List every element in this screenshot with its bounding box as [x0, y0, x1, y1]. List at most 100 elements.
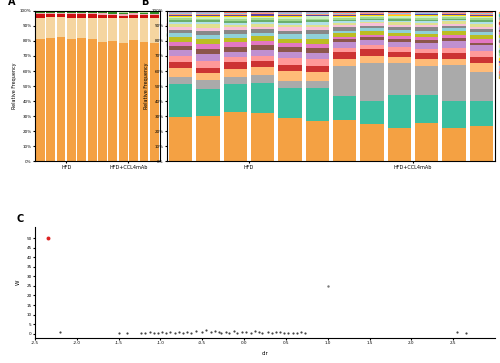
Y-axis label: Relative Frequency: Relative Frequency: [144, 63, 149, 109]
Bar: [140, 18, 148, 42]
Bar: [442, 14, 466, 15]
Bar: [442, 38, 466, 41]
Bar: [360, 11, 384, 12]
Bar: [196, 44, 220, 49]
Bar: [251, 33, 274, 37]
Bar: [196, 20, 220, 22]
Point: [251, 329, 259, 334]
Bar: [130, 15, 138, 17]
Bar: [130, 12, 138, 13]
Bar: [360, 12, 384, 13]
Bar: [224, 57, 247, 62]
Bar: [98, 42, 107, 161]
Bar: [251, 11, 274, 12]
Bar: [333, 23, 356, 25]
Bar: [388, 20, 411, 21]
Bar: [278, 118, 301, 161]
Bar: [224, 84, 247, 113]
Bar: [150, 43, 159, 161]
Bar: [415, 37, 438, 40]
Bar: [415, 27, 438, 31]
Bar: [108, 15, 118, 18]
Bar: [196, 49, 220, 54]
Bar: [196, 61, 220, 68]
Bar: [169, 12, 192, 13]
Bar: [470, 101, 493, 126]
Bar: [46, 38, 55, 161]
Bar: [415, 49, 438, 53]
Bar: [56, 37, 66, 161]
Bar: [415, 20, 438, 21]
Point: [215, 329, 223, 335]
Bar: [470, 42, 493, 45]
Point: [276, 329, 284, 335]
Bar: [388, 15, 411, 16]
Bar: [130, 13, 138, 15]
Bar: [140, 12, 148, 13]
Bar: [333, 37, 356, 40]
Bar: [442, 13, 466, 14]
Bar: [415, 59, 438, 66]
Bar: [140, 42, 148, 161]
Bar: [360, 124, 384, 161]
Bar: [150, 13, 159, 15]
Point: [222, 329, 230, 335]
Bar: [169, 56, 192, 62]
Bar: [251, 83, 274, 113]
Bar: [119, 43, 128, 161]
Bar: [360, 20, 384, 21]
Bar: [224, 27, 247, 30]
Bar: [196, 73, 220, 80]
Point: [272, 330, 280, 335]
Bar: [108, 11, 118, 12]
Point: [247, 330, 255, 336]
Bar: [442, 58, 466, 65]
Bar: [196, 68, 220, 73]
Bar: [169, 17, 192, 18]
Bar: [36, 11, 44, 12]
Bar: [360, 14, 384, 15]
Bar: [169, 37, 192, 42]
Bar: [278, 88, 301, 118]
Bar: [278, 38, 301, 43]
Point: [454, 329, 462, 335]
Bar: [360, 101, 384, 124]
Bar: [196, 89, 220, 116]
Bar: [140, 15, 148, 18]
Bar: [333, 27, 356, 30]
Bar: [119, 12, 128, 13]
Point: [44, 235, 52, 241]
Bar: [333, 25, 356, 27]
Bar: [415, 25, 438, 27]
Point: [150, 330, 158, 336]
Point: [188, 330, 196, 335]
Bar: [333, 48, 356, 52]
Bar: [88, 14, 96, 18]
Bar: [278, 47, 301, 52]
Bar: [278, 58, 301, 65]
Point: [216, 330, 224, 336]
Bar: [140, 11, 148, 12]
Bar: [78, 11, 86, 12]
Bar: [196, 16, 220, 17]
Bar: [224, 12, 247, 13]
Bar: [306, 81, 329, 88]
Point: [324, 283, 332, 289]
Bar: [169, 77, 192, 84]
Bar: [196, 80, 220, 89]
Bar: [306, 20, 329, 22]
Bar: [333, 52, 356, 59]
Bar: [470, 12, 493, 13]
Bar: [251, 29, 274, 33]
Bar: [278, 28, 301, 31]
Bar: [251, 16, 274, 17]
Bar: [224, 30, 247, 34]
Bar: [150, 11, 159, 12]
Bar: [278, 43, 301, 47]
Bar: [36, 14, 44, 18]
Bar: [251, 45, 274, 50]
Bar: [169, 30, 192, 33]
Bar: [169, 16, 192, 17]
Bar: [360, 21, 384, 24]
Bar: [306, 34, 329, 38]
